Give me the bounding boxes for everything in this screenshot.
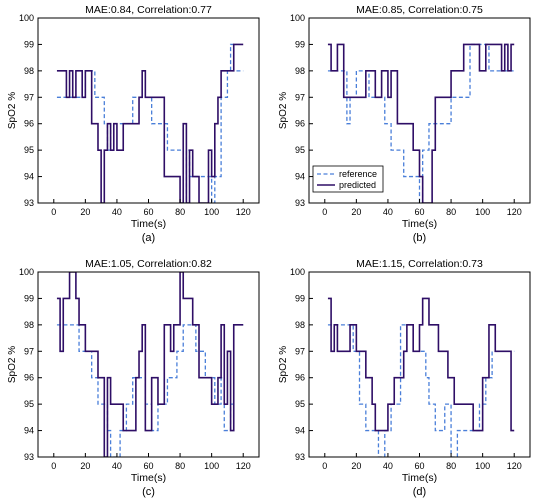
- y-tick-label: 100: [290, 13, 305, 23]
- x-tick-label: 40: [383, 461, 393, 471]
- y-axis-label: SpO2 %: [7, 346, 18, 383]
- x-axis-label: Time(s): [402, 218, 437, 230]
- plot-frame: [308, 271, 531, 458]
- series-predicted-line: [56, 272, 244, 457]
- chart-panel-1: MAE:0.84, Correlation:0.77 0 20 40 60 80 100 12…: [7, 4, 260, 244]
- y-tick-label: 96: [24, 373, 34, 383]
- x-tick-label: 60: [414, 461, 424, 471]
- x-axis-label: Time(s): [131, 472, 166, 484]
- x-tick-label: 120: [236, 461, 251, 471]
- y-tick-label: 97: [295, 92, 305, 102]
- y-tick-label: 97: [24, 346, 34, 356]
- series-predicted-line: [327, 43, 515, 203]
- x-tick-label: 60: [414, 207, 424, 217]
- y-tick-label: 99: [295, 39, 305, 49]
- x-tick-label: 100: [204, 207, 219, 217]
- x-axis-label: Time(s): [131, 218, 166, 230]
- y-tick-label: 94: [295, 426, 305, 436]
- x-tick-label: 60: [143, 207, 153, 217]
- x-tick-label: 40: [112, 461, 122, 471]
- y-tick-label: 98: [24, 320, 34, 330]
- y-tick-label: 95: [24, 399, 34, 409]
- x-tick-label: 120: [236, 207, 251, 217]
- x-tick-label: 80: [446, 207, 456, 217]
- y-axis-label: SpO2 %: [7, 92, 18, 129]
- panel-label: (a): [142, 232, 155, 244]
- panel-label: (d): [413, 486, 426, 498]
- chart-panel-2: MAE:0.85, Correlation:0.75 0 20 40 60 80 100 12…: [278, 4, 531, 244]
- y-tick-label: 93: [24, 452, 34, 462]
- legend-box: [312, 165, 384, 193]
- x-tick-label: 80: [446, 461, 456, 471]
- y-tick-label: 95: [24, 145, 34, 155]
- chart-panel-4: MAE:1.15, Correlation:0.73 0 20 40 60 80 100 12…: [278, 258, 531, 498]
- x-tick-label: 80: [175, 461, 185, 471]
- y-tick-label: 96: [295, 119, 305, 129]
- y-tick-label: 100: [290, 267, 305, 277]
- chart-title: MAE:0.84, Correlation:0.77: [85, 4, 212, 16]
- x-tick-label: 80: [175, 207, 185, 217]
- chart-title: MAE:0.85, Correlation:0.75: [356, 4, 483, 16]
- y-tick-label: 93: [24, 198, 34, 208]
- y-tick-label: 96: [295, 373, 305, 383]
- legend-label-reference: reference: [339, 169, 377, 179]
- y-axis-label: SpO2 %: [278, 92, 289, 129]
- y-tick-label: 94: [24, 172, 34, 182]
- series-reference-line: [56, 324, 244, 457]
- y-tick-label: 93: [295, 452, 305, 462]
- y-tick-label: 98: [24, 66, 34, 76]
- y-axis-label: SpO2 %: [278, 346, 289, 383]
- y-tick-label: 94: [295, 172, 305, 182]
- y-tick-label: 99: [24, 293, 34, 303]
- x-tick-label: 60: [143, 461, 153, 471]
- plot-frame: [37, 271, 260, 458]
- x-tick-label: 100: [475, 461, 490, 471]
- chart-title: MAE:1.05, Correlation:0.82: [85, 258, 212, 270]
- series-reference-line: [327, 324, 515, 457]
- y-tick-label: 95: [295, 399, 305, 409]
- y-tick-label: 100: [19, 13, 34, 23]
- x-tick-label: 0: [51, 461, 56, 471]
- y-tick-label: 99: [295, 293, 305, 303]
- x-tick-label: 0: [322, 461, 327, 471]
- x-tick-label: 100: [204, 461, 219, 471]
- y-tick-label: 96: [24, 119, 34, 129]
- x-tick-label: 40: [112, 207, 122, 217]
- y-tick-label: 97: [295, 346, 305, 356]
- x-tick-label: 20: [80, 461, 90, 471]
- y-tick-label: 99: [24, 39, 34, 49]
- y-tick-label: 98: [295, 320, 305, 330]
- chart-title: MAE:1.15, Correlation:0.73: [356, 258, 483, 270]
- legend-label-predicted: predicted: [339, 180, 376, 190]
- x-tick-label: 0: [322, 207, 327, 217]
- x-tick-label: 20: [351, 207, 361, 217]
- x-tick-label: 120: [507, 461, 522, 471]
- x-tick-label: 20: [351, 461, 361, 471]
- y-tick-label: 94: [24, 426, 34, 436]
- chart-panel-3: MAE:1.05, Correlation:0.82 0 20 40 60 80 100 12…: [7, 258, 260, 498]
- y-tick-label: 97: [24, 92, 34, 102]
- x-tick-label: 40: [383, 207, 393, 217]
- series-predicted-line: [56, 43, 244, 203]
- panel-label: (c): [142, 486, 155, 498]
- plot-frame: [37, 17, 260, 204]
- x-tick-label: 100: [475, 207, 490, 217]
- x-axis-label: Time(s): [402, 472, 437, 484]
- y-tick-label: 95: [295, 145, 305, 155]
- series-predicted-line: [327, 297, 515, 432]
- y-tick-label: 93: [295, 198, 305, 208]
- panel-label: (b): [413, 232, 426, 244]
- y-tick-label: 98: [295, 66, 305, 76]
- x-tick-label: 20: [80, 207, 90, 217]
- x-tick-label: 120: [507, 207, 522, 217]
- y-tick-label: 100: [19, 267, 34, 277]
- x-tick-label: 0: [51, 207, 56, 217]
